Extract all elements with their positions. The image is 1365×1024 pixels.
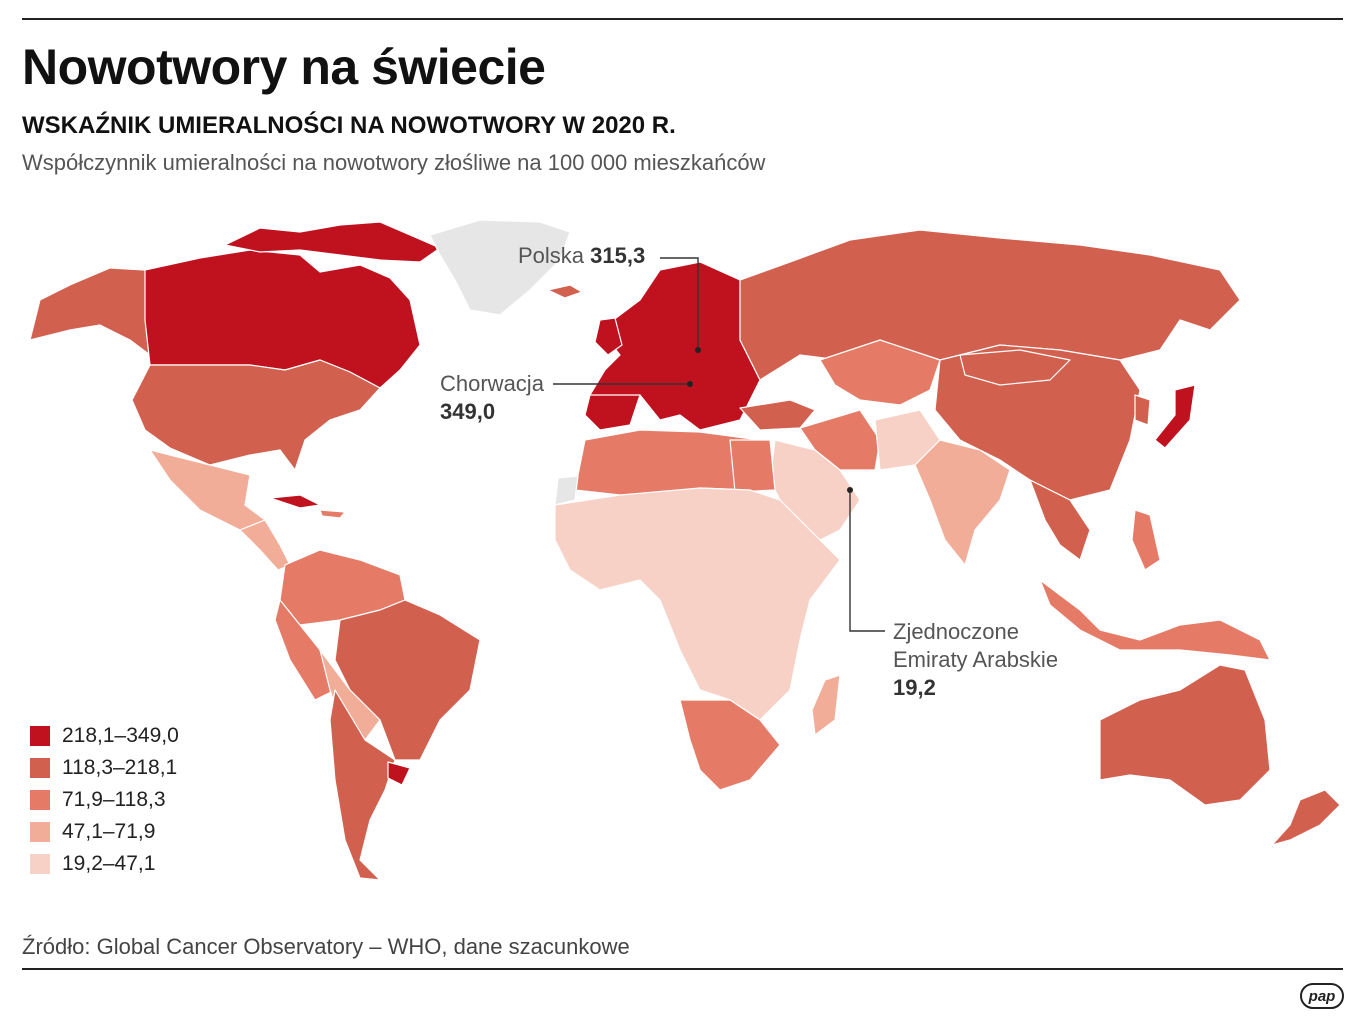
region-india [914,439,1011,566]
region-europe [589,261,761,431]
callout-croatia-value: 349,0 [440,399,496,424]
legend-label: 118,3–218,1 [62,756,178,779]
legend-label: 19,2–47,1 [62,852,156,875]
region-usa [131,359,381,471]
legend-swatch [30,854,50,874]
pap-logo: pap [1300,983,1344,1009]
source-note: Źródło: Global Cancer Observatory – WHO,… [22,934,630,959]
poland-leader-line [660,257,699,350]
region-southeast-asia [1029,479,1091,561]
region-peru [274,599,336,701]
region-china [934,344,1141,501]
region-uk-ireland [594,317,623,356]
callout-croatia: Chorwacja 349,0 [440,370,544,426]
region-russia [739,229,1241,381]
region-central-asia [819,339,941,406]
legend-swatch [30,726,50,746]
uae-leader-line [849,490,885,632]
region-madagascar [811,674,841,736]
poland-point [695,347,701,353]
region-mongolia [959,349,1071,386]
region-western-sahara [554,475,579,506]
legend-label: 218,1–349,0 [62,724,179,747]
region-cuba [269,494,321,509]
legend-label: 71,9–118,3 [62,788,166,811]
region-uruguay [387,761,411,786]
page-subtitle: WSKAŹNIK UMIERALNOŚCI NA NOWOTWORY W 202… [22,112,676,139]
region-turkey [739,399,816,431]
region-australia [1099,664,1271,806]
top-rule [22,18,1343,20]
region-philippines [1131,509,1161,571]
region-central-america [239,519,291,571]
region-iberia [584,394,641,431]
region-new-zealand [1271,789,1341,846]
page-title: Nowotwory na świecie [22,39,546,95]
region-greenland [429,219,571,316]
callout-uae: Zjednoczone Emiraty Arabskie 19,2 [893,618,1058,702]
region-alaska [29,267,151,356]
region-indonesia [1039,579,1271,661]
region-argentina-chile [329,689,396,881]
callout-croatia-name: Chorwacja [440,371,544,396]
region-sub-saharan-africa [554,487,841,721]
callout-uae-name-line1: Zjednoczone [893,619,1019,644]
croatia-point [687,381,693,387]
legend-item: 118,3–218,1 [30,752,179,784]
legend: 218,1–349,0 118,3–218,1 71,9–118,3 47,1–… [30,720,179,880]
legend-swatch [30,822,50,842]
region-korea [1134,394,1151,426]
region-southern-africa [679,699,781,791]
region-caribbean [319,509,346,519]
callout-uae-value: 19,2 [893,675,936,700]
legend-swatch [30,758,50,778]
legend-item: 19,2–47,1 [30,848,179,880]
page-description: Współczynnik umieralności na nowotwory z… [22,150,766,175]
uae-point [847,487,853,493]
legend-label: 47,1–71,9 [62,820,156,843]
legend-item: 218,1–349,0 [30,720,179,752]
callout-uae-name-line2: Emiraty Arabskie [893,647,1059,672]
legend-item: 47,1–71,9 [30,816,179,848]
legend-swatch [30,790,50,810]
callout-poland-value: 315,3 [590,243,646,268]
bottom-rule [22,968,1343,970]
callout-poland-name: Polska [518,243,585,268]
world-map [29,219,1341,881]
region-egypt [729,439,776,493]
region-japan [1154,384,1196,449]
callout-poland: Polska 315,3 [518,242,645,270]
legend-item: 71,9–118,3 [30,784,179,816]
region-iceland [547,284,583,299]
